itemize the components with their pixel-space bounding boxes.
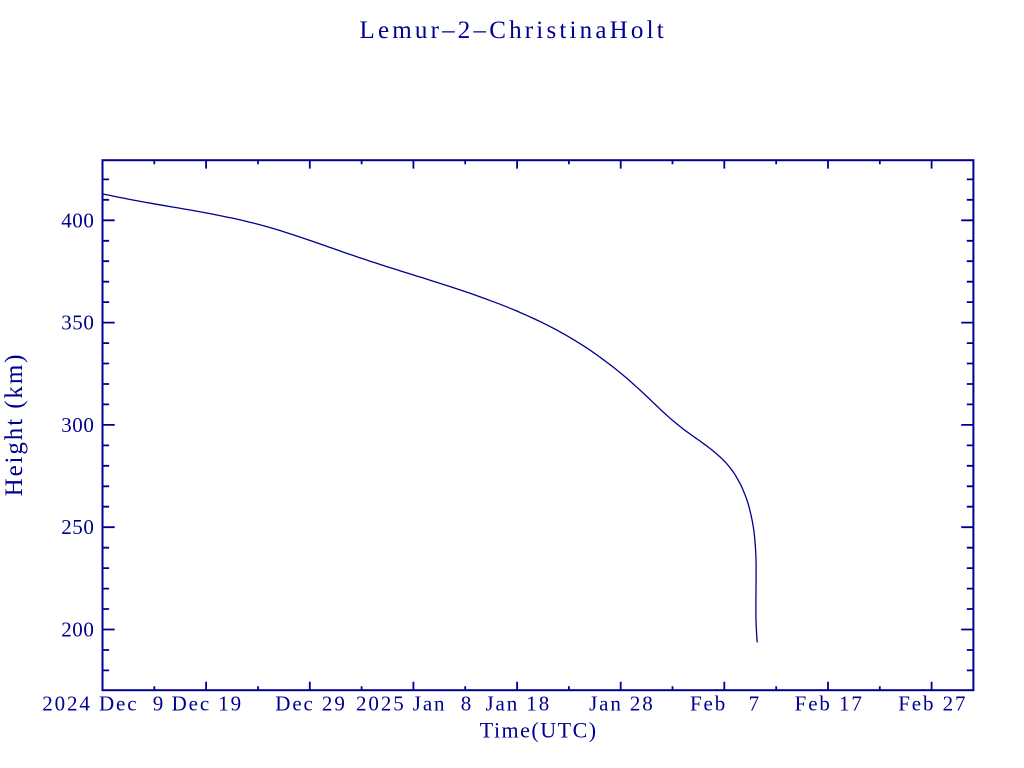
svg-text:300: 300 bbox=[61, 413, 94, 437]
svg-text:Feb 17: Feb 17 bbox=[795, 691, 864, 715]
svg-text:Feb 7: Feb 7 bbox=[690, 691, 761, 715]
svg-text:Feb 27: Feb 27 bbox=[898, 691, 967, 715]
svg-text:2024 Dec 9: 2024 Dec 9 bbox=[42, 691, 165, 715]
svg-text:Dec 19: Dec 19 bbox=[172, 691, 243, 715]
svg-text:350: 350 bbox=[61, 311, 94, 335]
svg-text:Jan 28: Jan 28 bbox=[589, 691, 655, 715]
svg-text:2025 Jan 8: 2025 Jan 8 bbox=[356, 691, 473, 715]
svg-text:250: 250 bbox=[61, 515, 94, 539]
svg-text:Lemur–2–ChristinaHolt: Lemur–2–ChristinaHolt bbox=[359, 17, 666, 44]
svg-text:Height (km): Height (km) bbox=[1, 353, 28, 497]
svg-text:200: 200 bbox=[61, 618, 94, 642]
svg-text:Time(UTC): Time(UTC) bbox=[480, 718, 598, 743]
svg-text:400: 400 bbox=[61, 208, 94, 232]
svg-text:Dec 29: Dec 29 bbox=[275, 691, 346, 715]
svg-text:Jan 18: Jan 18 bbox=[485, 691, 551, 715]
